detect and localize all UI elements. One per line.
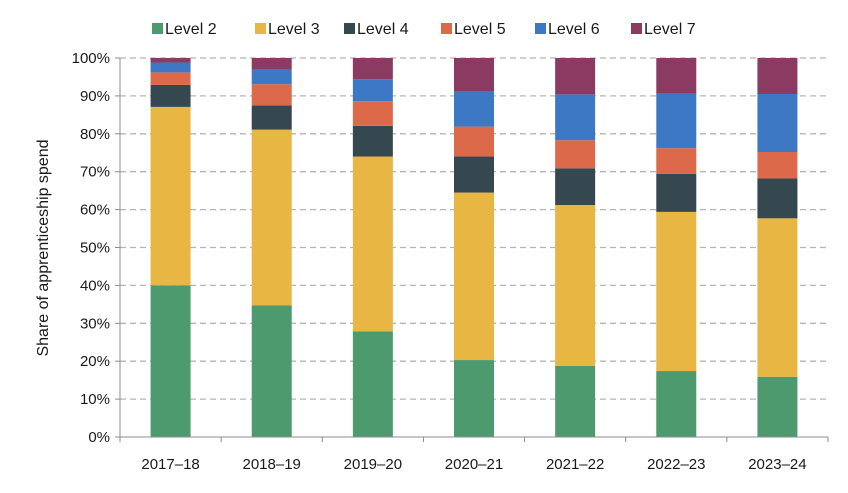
bar-segment-level-5 [757, 151, 798, 179]
y-tick-label: 60% [80, 202, 110, 219]
y-tick-label: 80% [80, 126, 110, 143]
y-tick-label: 30% [80, 315, 110, 332]
y-tick-label: 0% [88, 429, 110, 446]
legend-item: Level 4 [344, 21, 409, 38]
legend-label: Level 2 [165, 21, 217, 38]
legend-swatch [631, 23, 642, 34]
bar-segment-level-4 [251, 105, 292, 130]
bar-segment-level-5 [150, 72, 191, 85]
axes [115, 57, 829, 442]
legend-item: Level 5 [441, 21, 506, 38]
x-tick-label: 2021–22 [546, 456, 604, 473]
bar-segment-level-2 [757, 376, 798, 437]
bar-segment-level-6 [757, 94, 798, 152]
bar-segment-level-3 [555, 205, 596, 366]
bar-segment-level-7 [757, 58, 798, 95]
x-tick-label: 2019–20 [344, 456, 402, 473]
legend-swatch [344, 23, 355, 34]
bar-segment-level-6 [150, 62, 191, 73]
legend-item: Level 7 [631, 21, 696, 38]
bar-segment-level-4 [757, 178, 798, 219]
y-axis-title: Share of apprenticeship spend [35, 139, 52, 356]
bar-segment-level-3 [251, 129, 292, 306]
legend-label: Level 6 [548, 21, 600, 38]
y-tick-labels: 0% 10% 20% 30% 40% 50% 60% 70% 80% 90% 100% [72, 50, 110, 446]
bar-segment-level-4 [352, 125, 393, 157]
bar-segment-level-2 [656, 371, 697, 437]
bar-segment-level-4 [454, 156, 494, 193]
legend-label: Level 5 [454, 21, 506, 38]
bar-segment-level-5 [352, 101, 393, 126]
bar-segment-level-7 [454, 58, 494, 92]
legend-swatch [535, 23, 546, 34]
bar-segment-level-6 [454, 91, 494, 127]
bar-segment-level-2 [251, 305, 292, 437]
bar-segment-level-2 [555, 365, 596, 437]
y-tick-label: 20% [80, 353, 110, 370]
bar-segment-level-3 [150, 106, 191, 286]
y-tick-label: 70% [80, 164, 110, 181]
bar-segment-level-4 [656, 173, 697, 212]
bar-segment-level-6 [555, 94, 596, 141]
bar-segment-level-6 [352, 79, 393, 102]
bar-segment-level-7 [352, 58, 393, 80]
bar-segment-level-4 [150, 84, 191, 107]
x-tick-label: 2018–19 [243, 456, 301, 473]
bar-segment-level-7 [555, 58, 596, 95]
legend-swatch [152, 23, 163, 34]
bar-segment-level-7 [656, 58, 697, 94]
bar-segment-level-6 [656, 93, 697, 149]
x-tick-labels: 2017–18 2018–19 2019–20 2020–21 2021–22 2022–… [141, 456, 806, 473]
bar-segment-level-5 [251, 84, 292, 106]
y-tick-label: 40% [80, 277, 110, 294]
bar-segment-level-6 [251, 69, 292, 85]
legend-label: Level 4 [357, 21, 409, 38]
y-tick-label: 10% [80, 391, 110, 408]
bar-segment-level-4 [555, 168, 596, 206]
bars [150, 58, 798, 437]
bar-segment-level-2 [454, 360, 494, 437]
x-tick-label: 2017–18 [141, 456, 199, 473]
bar-segment-level-3 [352, 156, 393, 332]
legend-item: Level 3 [255, 21, 320, 38]
x-tick-label: 2023–24 [748, 456, 806, 473]
legend: Level 2 Level 3 Level 4 Level 5 Level 6 Level… [152, 21, 696, 38]
y-tick-label: 90% [80, 88, 110, 105]
bar-segment-level-3 [656, 211, 697, 372]
bar-segment-level-5 [454, 126, 494, 157]
legend-swatch [255, 23, 266, 34]
y-tick-label: 100% [72, 50, 110, 67]
x-tick-label: 2020–21 [445, 456, 503, 473]
legend-label: Level 7 [644, 21, 696, 38]
x-tick-label: 2022–23 [647, 456, 705, 473]
bar-segment-level-5 [656, 148, 697, 174]
bar-segment-level-7 [251, 58, 292, 70]
bar-segment-level-7 [150, 58, 191, 63]
bar-segment-level-3 [757, 218, 798, 377]
bar-segment-level-3 [454, 192, 494, 361]
legend-item: Level 2 [152, 21, 217, 38]
legend-swatch [441, 23, 452, 34]
y-tick-label: 50% [80, 240, 110, 257]
bar-segment-level-2 [352, 331, 393, 437]
bar-segment-level-2 [150, 285, 191, 437]
legend-label: Level 3 [268, 21, 320, 38]
bar-segment-level-5 [555, 140, 596, 169]
legend-item: Level 6 [535, 21, 600, 38]
